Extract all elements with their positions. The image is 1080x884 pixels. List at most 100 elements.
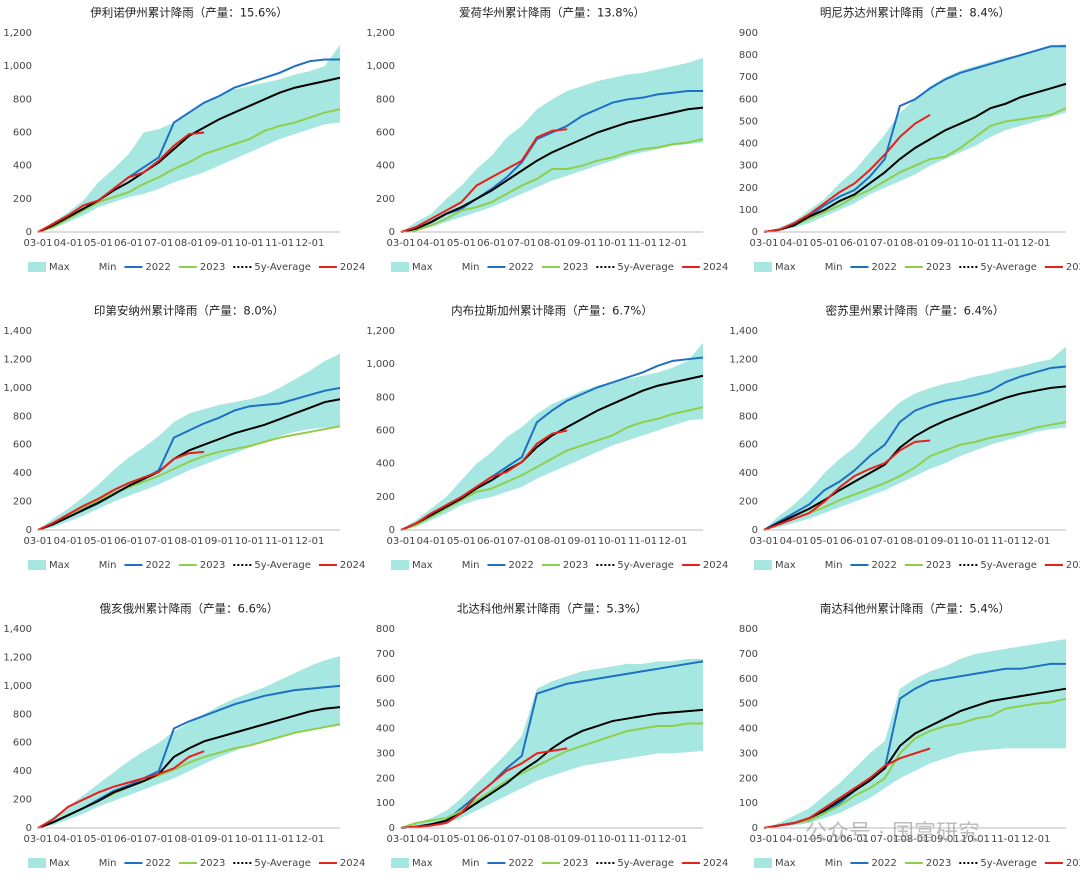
legend-label: 5y-Average — [980, 262, 1037, 273]
x-tick-label: 09-01 — [568, 536, 597, 547]
series-line — [763, 45, 1066, 233]
y-tick-label: 1,000 — [366, 359, 395, 370]
y-tick-label: 800 — [376, 624, 395, 635]
y-tick-label: 1,200 — [366, 326, 395, 337]
x-tick-label: 04-01 — [780, 834, 809, 845]
series-line — [400, 106, 704, 233]
series-line — [37, 76, 341, 233]
y-tick-label: 600 — [376, 674, 395, 685]
y-tick-label: 800 — [13, 411, 32, 422]
y-tick-label: 1,000 — [366, 61, 395, 72]
legend-swatch — [754, 262, 772, 272]
area — [38, 426, 340, 530]
x-tick-label: 12-01 — [295, 834, 324, 845]
y-tick-label: 1,200 — [729, 354, 758, 365]
x-tick-label: 09-01 — [931, 834, 960, 845]
x-tick-label: 03-01 — [749, 834, 778, 845]
chart-title: 俄亥俄州累计降雨（产量：6.6%） — [100, 602, 279, 616]
legend-label: Min — [825, 262, 843, 273]
y-tick-label: 600 — [376, 128, 395, 139]
y-tick-label: 400 — [376, 161, 395, 172]
x-tick-label: 03-01 — [23, 238, 52, 249]
legend-label: 2022 — [508, 262, 533, 273]
chart-title: 密苏里州累计降雨（产量：6.4%） — [826, 304, 1005, 318]
legend-label: 2023 — [926, 858, 951, 869]
legend-label: Min — [462, 262, 480, 273]
legend-label: 2024 — [1066, 560, 1080, 571]
area — [764, 427, 1066, 530]
y-tick-label: 500 — [739, 699, 758, 710]
legend-label: 2024 — [1066, 262, 1080, 273]
x-tick-label: 05-01 — [447, 536, 476, 547]
area — [764, 112, 1066, 232]
x-tick-label: 10-01 — [961, 536, 990, 547]
x-tick-label: 08-01 — [900, 238, 929, 249]
x-tick-label: 09-01 — [205, 536, 234, 547]
legend-swatch — [28, 262, 46, 272]
legend-label: Min — [462, 560, 480, 571]
legend-swatch — [440, 858, 459, 868]
legend-swatch — [440, 262, 459, 272]
series-line — [400, 128, 568, 233]
legend-label: 5y-Average — [617, 560, 674, 571]
series-line — [400, 374, 704, 531]
x-tick-label: 12-01 — [658, 238, 687, 249]
series-line — [400, 138, 704, 233]
x-tick-label: 03-01 — [386, 238, 415, 249]
legend-label: 2023 — [200, 560, 225, 571]
y-tick-label: 200 — [376, 773, 395, 784]
x-tick-label: 07-01 — [507, 834, 536, 845]
legend-label: 5y-Average — [980, 858, 1037, 869]
x-tick-label: 06-01 — [840, 834, 869, 845]
y-tick-label: 600 — [739, 440, 758, 451]
y-tick-label: 1,200 — [3, 652, 32, 663]
area — [401, 142, 703, 232]
y-tick-label: 700 — [739, 649, 758, 660]
legend-label: Max — [49, 262, 70, 273]
chart-title: 南达科他州累计降雨（产量：5.4%） — [820, 602, 1010, 616]
y-tick-label: 1,400 — [3, 326, 32, 337]
y-tick-label: 800 — [376, 392, 395, 403]
x-tick-label: 07-01 — [144, 834, 173, 845]
series-line — [763, 107, 1067, 233]
y-tick-label: 900 — [739, 28, 758, 39]
y-tick-label: 0 — [26, 227, 32, 238]
legend-label: 5y-Average — [254, 560, 311, 571]
legend-swatch — [440, 560, 459, 570]
x-tick-label: 07-01 — [870, 536, 899, 547]
y-tick-label: 0 — [389, 823, 395, 834]
x-tick-label: 11-01 — [991, 834, 1020, 845]
y-tick-label: 600 — [13, 128, 32, 139]
chart-panel: 内布拉斯加州累计降雨（产量：6.7%） 0 200 400 600 800 1,000 1,2… — [366, 304, 728, 572]
legend-label: 2024 — [703, 858, 728, 869]
x-tick-label: 05-01 — [810, 536, 839, 547]
y-tick-label: 1,000 — [3, 681, 32, 692]
y-tick-label: 1,200 — [366, 28, 395, 39]
legend-label: 2023 — [926, 262, 951, 273]
y-tick-label: 400 — [13, 766, 32, 777]
y-tick-label: 0 — [389, 227, 395, 238]
x-tick-label: 08-01 — [537, 834, 566, 845]
legend-label: 2022 — [145, 560, 170, 571]
y-tick-label: 300 — [376, 748, 395, 759]
x-tick-label: 04-01 — [417, 536, 446, 547]
x-tick-label: 11-01 — [991, 536, 1020, 547]
x-tick-label: 09-01 — [931, 238, 960, 249]
legend-label: 5y-Average — [617, 858, 674, 869]
legend-swatch — [754, 560, 772, 570]
y-tick-label: 0 — [26, 823, 32, 834]
x-tick-label: 10-01 — [235, 238, 264, 249]
legend-label: Min — [825, 858, 843, 869]
x-tick-label: 12-01 — [1021, 834, 1050, 845]
y-tick-label: 400 — [376, 724, 395, 735]
y-tick-label: 600 — [739, 674, 758, 685]
x-tick-label: 08-01 — [900, 834, 929, 845]
legend-label: 2024 — [1066, 858, 1080, 869]
y-tick-label: 400 — [739, 724, 758, 735]
chart-panel: 伊利诺伊州累计降雨（产量：15.6%） 0 200 400 600 800 1,000 1,2… — [3, 6, 365, 274]
legend-label: Min — [99, 858, 117, 869]
y-tick-label: 0 — [752, 823, 758, 834]
legend-label: 2024 — [703, 262, 728, 273]
x-tick-label: 12-01 — [1021, 238, 1050, 249]
series-line — [400, 429, 568, 531]
